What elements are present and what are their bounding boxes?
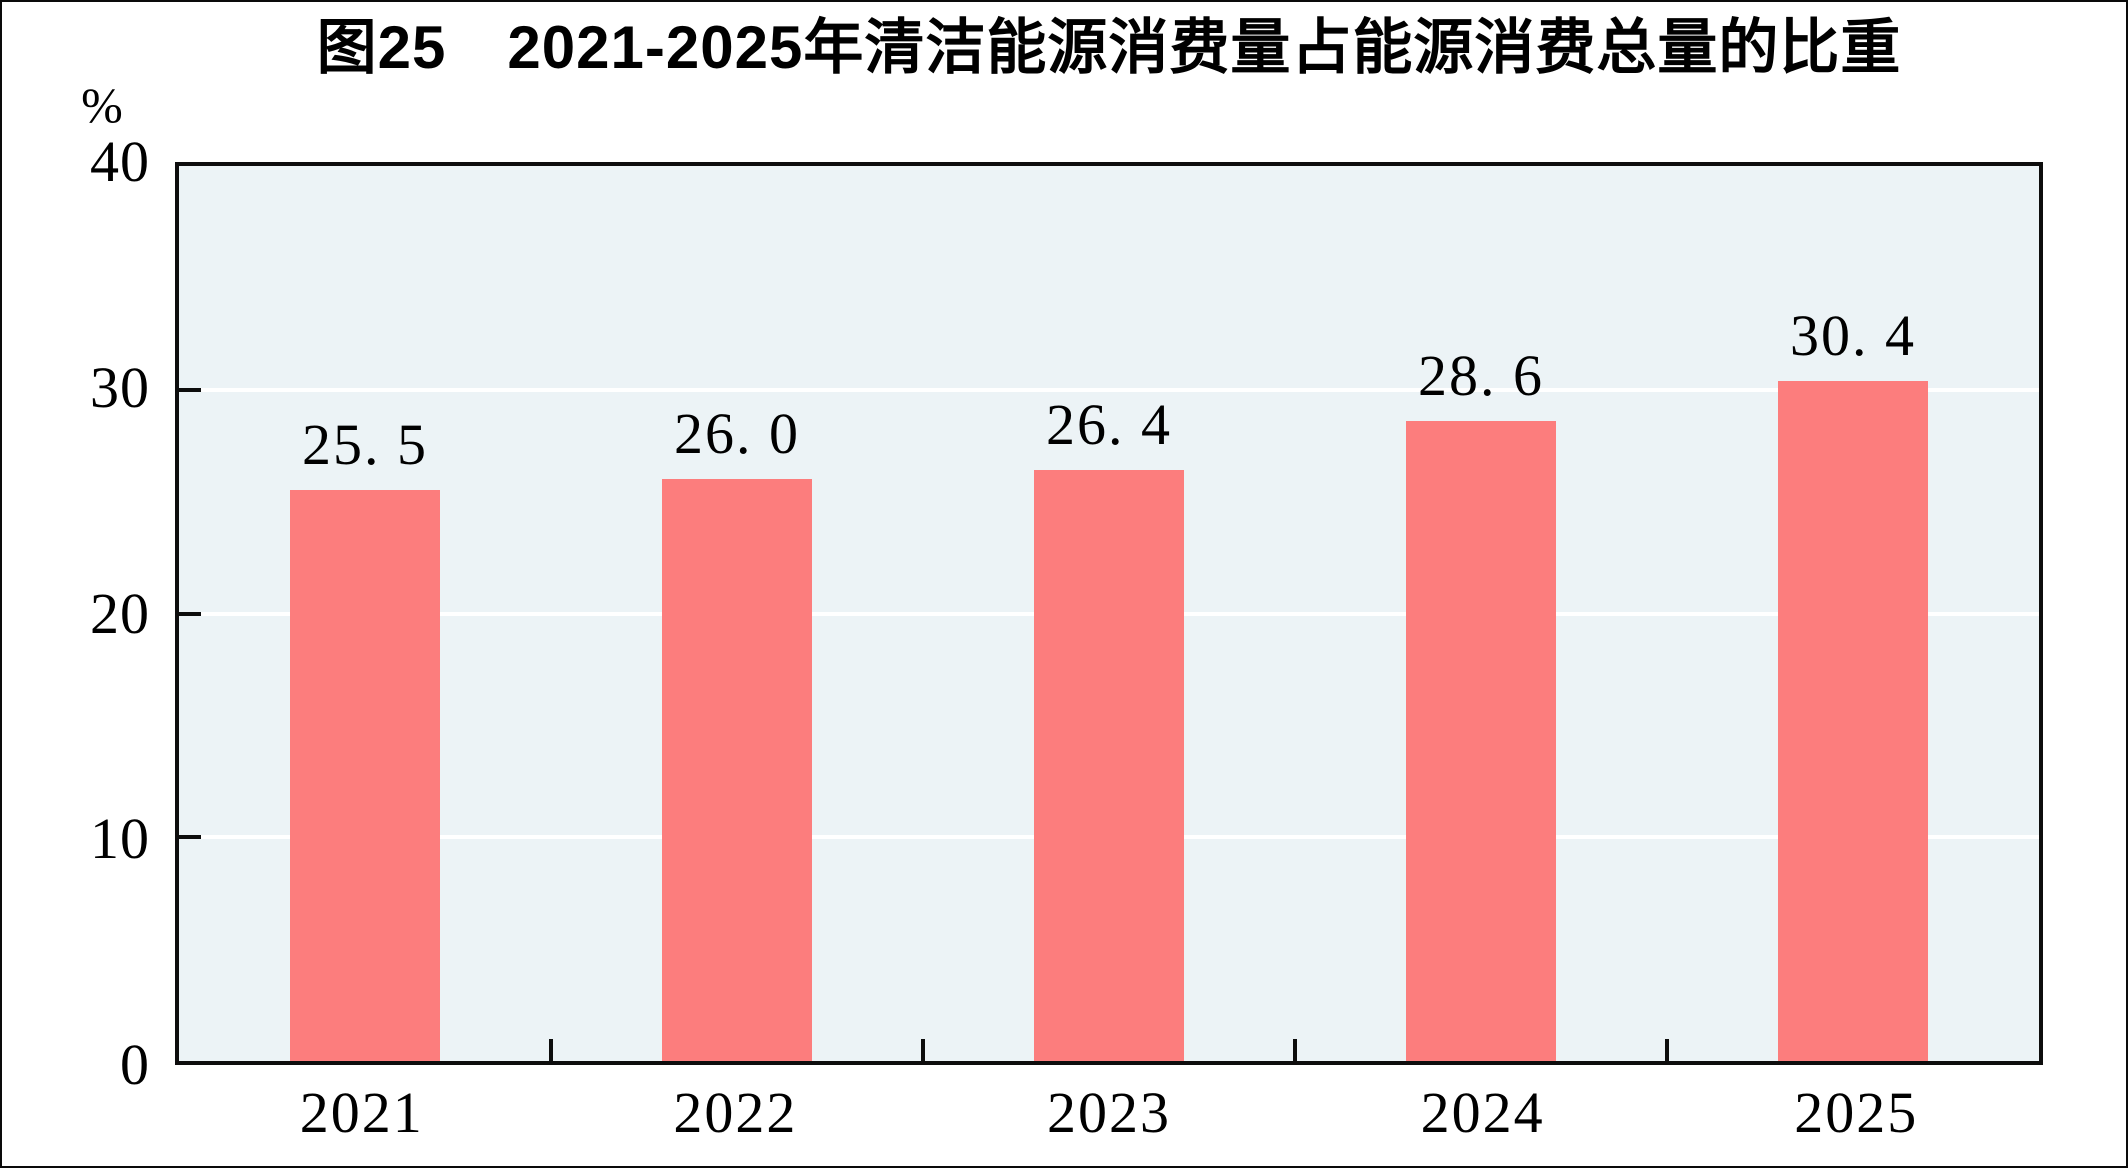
x-axis-label: 2022	[673, 1080, 798, 1145]
x-tick-mark	[921, 1039, 925, 1061]
x-axis-label: 2021	[299, 1080, 424, 1145]
x-tick-mark	[1665, 1039, 1669, 1061]
x-axis-label: 2023	[1047, 1080, 1171, 1145]
bar	[1034, 470, 1184, 1061]
y-tick-mark	[179, 835, 201, 840]
x-axis: 2021 2022 2023 2024 2025	[175, 1082, 2043, 1152]
bar-value-label: 26. 4	[1046, 392, 1172, 458]
chart-title: 图25 2021-2025年清洁能源消费量占能源消费总量的比重	[316, 14, 1902, 81]
bar	[662, 479, 812, 1061]
bar-value-label: 25. 5	[302, 412, 428, 478]
x-tick-mark	[549, 1039, 553, 1061]
gridline	[179, 387, 2039, 392]
bar	[290, 490, 440, 1061]
y-axis-tick-label: 40	[90, 129, 150, 194]
x-tick-mark	[1293, 1039, 1297, 1061]
bar	[1778, 380, 1928, 1061]
x-axis-label: 2024	[1420, 1080, 1545, 1145]
y-axis-tick-label: 20	[90, 580, 150, 646]
y-axis-tick-label: 0	[120, 1032, 150, 1097]
y-axis-tick-label: 10	[90, 806, 150, 872]
plot-area: 25. 5 26. 0 26. 4 28. 6 30. 4	[175, 162, 2043, 1065]
bar	[1406, 421, 1556, 1061]
y-tick-mark	[179, 611, 201, 616]
y-axis-unit-label: %	[81, 77, 123, 133]
y-tick-mark	[179, 387, 201, 392]
bar-value-label: 26. 0	[674, 401, 800, 467]
bar-value-label: 30. 4	[1790, 302, 1916, 368]
x-axis-label: 2025	[1794, 1080, 1919, 1145]
bar-value-label: 28. 6	[1418, 343, 1544, 409]
y-axis: 0 10 20 30 40	[2, 133, 150, 1094]
y-axis-tick-label: 30	[90, 354, 150, 420]
